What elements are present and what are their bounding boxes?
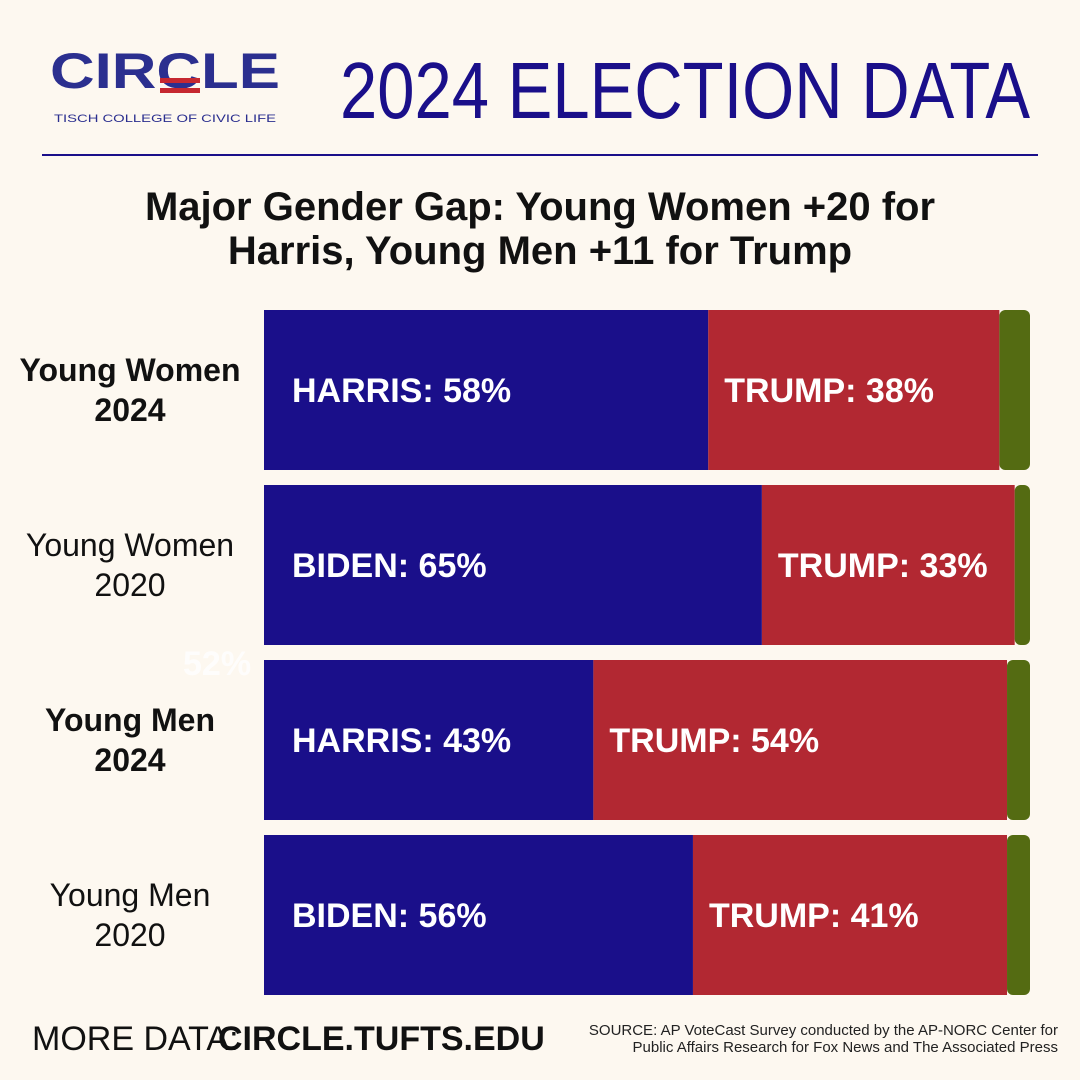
value-label: TRUMP: 41% xyxy=(709,897,919,935)
bar-segment xyxy=(761,485,1015,645)
bar-segment xyxy=(999,310,1030,470)
bar-segment xyxy=(1007,660,1030,820)
value-label: TRUMP: 33% xyxy=(778,547,988,585)
value-label: BIDEN: 56% xyxy=(292,897,487,935)
bar-segment xyxy=(1007,835,1030,995)
value-label: BIDEN: 65% xyxy=(292,547,487,585)
bar-segment xyxy=(264,835,693,995)
bar-segment xyxy=(264,310,709,470)
logo-stripe xyxy=(160,78,200,83)
value-label: HARRIS: 43% xyxy=(292,722,511,760)
footer-label: MORE DATA: xyxy=(32,1020,239,1058)
value-label: TRUMP: 54% xyxy=(609,722,819,760)
bar-segment xyxy=(593,660,1008,820)
bar-segment xyxy=(264,660,594,820)
footer-link: CIRCLE.TUFTS.EDU xyxy=(218,1020,545,1058)
page-title: 2024 ELECTION DATA xyxy=(340,46,1031,135)
bar-segment xyxy=(708,310,1000,470)
source: SOURCE: AP VoteCast Survey conducted by … xyxy=(588,1022,1058,1056)
category-label: Young Women 2020 xyxy=(25,527,235,603)
category-label: Young Men 2020 xyxy=(49,877,211,953)
category-label: Young Women 2024 xyxy=(19,352,241,428)
bar-segment xyxy=(264,485,762,645)
logo-stripe xyxy=(160,88,200,93)
chart-title: Major Gender Gap: Young Women +20 for Ha… xyxy=(144,185,936,273)
category-label: Young Men 2024 xyxy=(44,702,216,778)
bar-segment xyxy=(1014,485,1030,645)
value-label: TRUMP: 38% xyxy=(724,372,934,410)
logo-tagline: TISCH COLLEGE OF CIVIC LIFE xyxy=(54,113,276,125)
value-label: HARRIS: 58% xyxy=(292,372,511,410)
bar-segment xyxy=(692,835,1008,995)
annotation: 52% xyxy=(183,645,251,683)
